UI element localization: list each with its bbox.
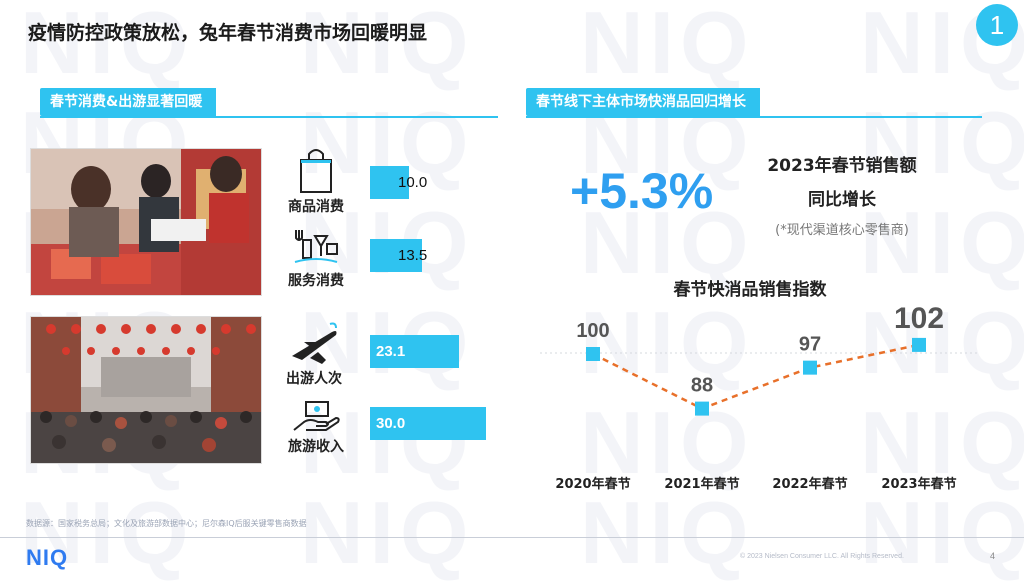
right-section-underline	[526, 116, 982, 118]
data-point-label: 102	[894, 302, 944, 335]
data-point-marker	[912, 337, 926, 352]
right-section-title: 春节线下主体市场快消品回归增长	[526, 88, 760, 116]
data-point-label: 97	[799, 334, 821, 356]
shopping-photo	[30, 148, 262, 296]
metric-item: 旅游收入	[286, 400, 346, 456]
source-note: 数据源：国家税务总局；文化及旅游部数据中心；尼尔森IQ后服关键零售商数据	[26, 519, 307, 528]
airplane-icon	[292, 322, 337, 364]
data-point-marker	[803, 360, 817, 375]
metric-item: 商品消费	[286, 148, 346, 216]
kpi-line2: 同比增长	[808, 190, 876, 210]
x-axis-label: 2021年春节	[664, 476, 739, 492]
metric-label: 服务消费	[288, 273, 344, 289]
line-chart: 100 88 97 102 2020年春节 2021年春节 2022年春节 2023年春节	[540, 302, 980, 492]
left-section-title: 春节消费&出游显著回暖	[40, 88, 217, 116]
x-axis-labels: 2020年春节 2021年春节 2022年春节 2023年春节	[555, 476, 956, 492]
metric-item: 出游人次	[284, 320, 344, 388]
x-axis-label: 2023年春节	[881, 476, 956, 492]
data-point-marker	[695, 401, 709, 416]
right-section-header: 春节线下主体市场快消品回归增长	[526, 88, 982, 118]
chart-title: 春节快消品销售指数	[673, 280, 827, 300]
metric-label: 出游人次	[286, 371, 342, 387]
data-point-marker	[586, 347, 600, 361]
metric-bar	[370, 407, 486, 440]
page-number: 4	[990, 551, 996, 561]
series-line	[592, 343, 920, 410]
shopping-bag-icon	[300, 149, 332, 193]
data-point-label: 100	[576, 320, 609, 342]
left-section-header: 春节消费&出游显著回暖	[40, 88, 498, 118]
footer-divider	[0, 537, 1024, 538]
left-section-underline	[40, 116, 498, 118]
metric-value: 30.0	[376, 415, 406, 432]
metric-value: 23.1	[376, 343, 406, 360]
metric-bar	[370, 239, 422, 272]
x-axis-label: 2022年春节	[772, 476, 847, 492]
crowd-street-photo	[30, 316, 262, 464]
metric-item: 服务消费	[286, 228, 346, 290]
money-hand-icon	[293, 401, 340, 431]
niq-logo: NIQ	[26, 545, 69, 570]
kpi-note: (*现代渠道核心零售商)	[775, 223, 909, 238]
page-title: 疫情防控政策放松，兔年春节消费市场回暖明显	[28, 22, 428, 44]
metric-value: 13.5	[398, 247, 428, 264]
dining-icon	[294, 230, 338, 263]
point-labels: 100 88 97 102	[576, 302, 944, 397]
metric-label: 旅游收入	[288, 439, 344, 455]
markers	[586, 337, 926, 416]
kpi-line1: 2023年春节销售额	[767, 156, 917, 176]
metric-bar	[370, 166, 409, 199]
copyright: © 2023 Nielsen Consumer LLC. All Rights …	[740, 553, 904, 560]
metric-value: 10.0	[398, 174, 428, 191]
metric-bar	[370, 335, 459, 368]
x-axis-label: 2020年春节	[555, 476, 630, 492]
data-point-label: 88	[691, 375, 713, 397]
kpi-value: +5.3%	[570, 163, 714, 219]
page-badge: 1	[976, 4, 1018, 46]
metric-label: 商品消费	[288, 199, 344, 215]
